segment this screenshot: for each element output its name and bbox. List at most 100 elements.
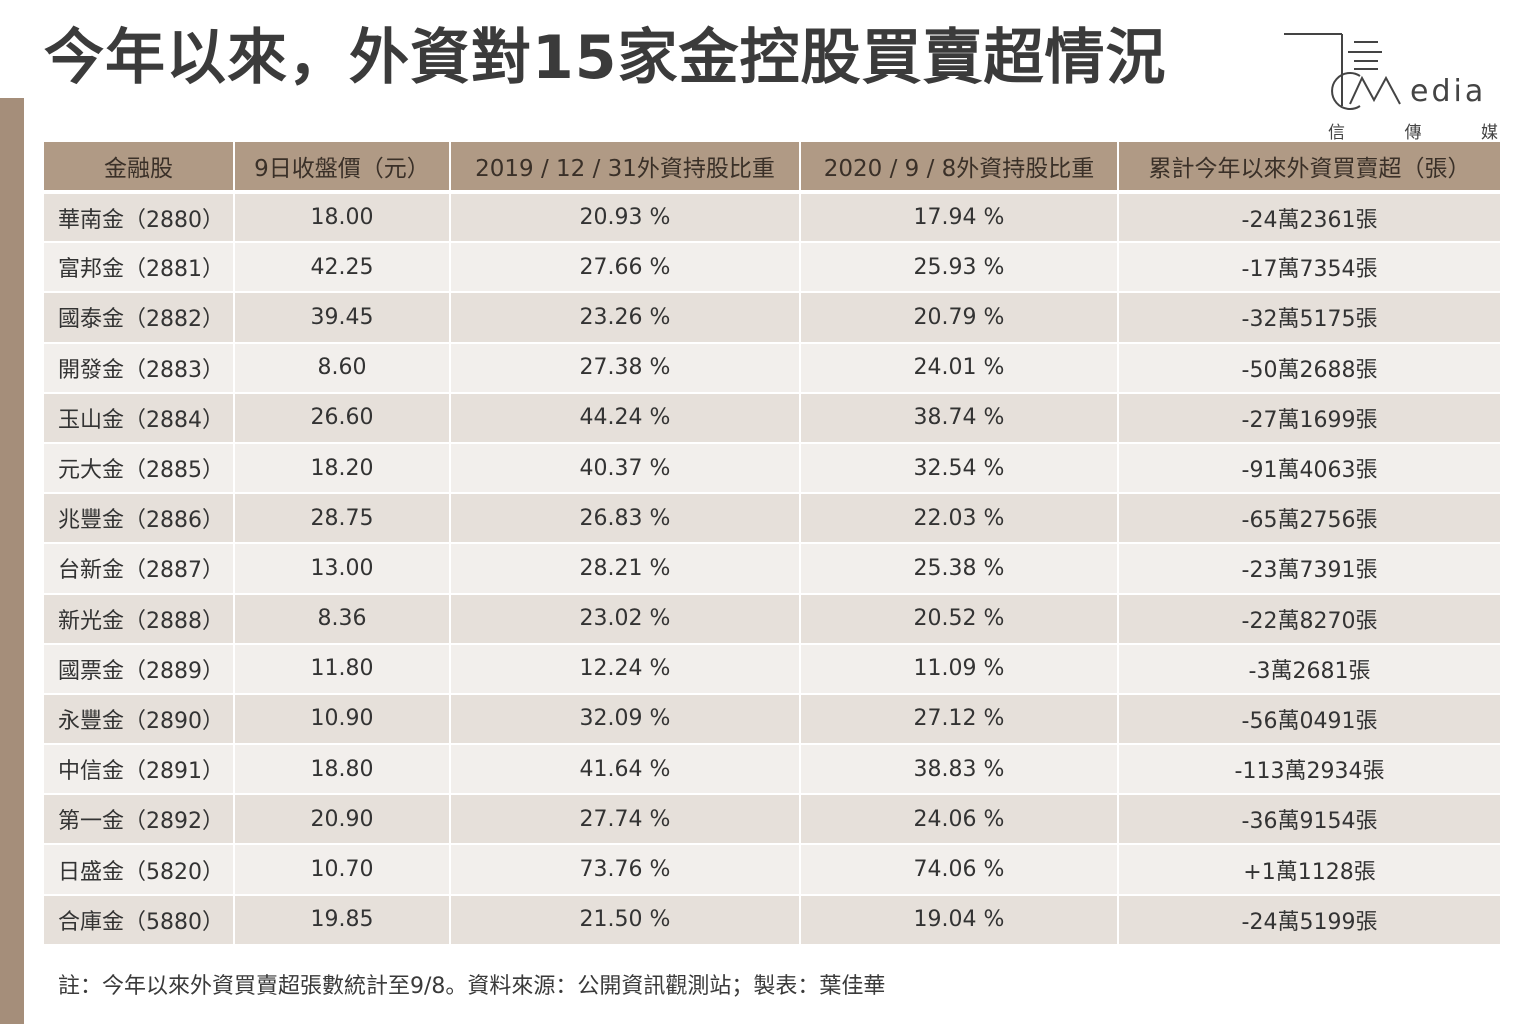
table-cell: -17萬7354張 xyxy=(1118,242,1500,294)
table-cell: -65萬2756張 xyxy=(1118,493,1500,545)
table-cell: 26.60 xyxy=(234,392,451,444)
table-cell: 39.45 xyxy=(234,292,451,344)
table-cell: -23萬7391張 xyxy=(1118,543,1500,595)
logo-sub-char: 傳 xyxy=(1404,123,1422,143)
table-cell: -36萬9154張 xyxy=(1118,794,1500,846)
table-cell: 華南金（2880） xyxy=(44,192,235,244)
table-cell: 第一金（2892） xyxy=(44,794,235,846)
table-cell: 32.09 % xyxy=(450,693,801,746)
table-cell: 8.60 xyxy=(234,342,451,394)
table-cell: -24萬2361張 xyxy=(1118,192,1500,244)
table-cell: 11.80 xyxy=(234,643,451,695)
table-cell: 20.93 % xyxy=(450,192,801,244)
column-header: 金融股 xyxy=(44,142,235,194)
table-cell: 21.50 % xyxy=(450,894,801,946)
page-title: 今年以來，外資對15家金控股買賣超情況 xyxy=(44,23,1167,93)
table-cell: 國票金（2889） xyxy=(44,643,235,695)
table-row: 中信金（2891） 18.80 41.64 % 38.83 % -113萬2934張 xyxy=(44,744,1500,796)
table-row: 國泰金（2882） 39.45 23.26 % 20.79 % -32萬5175張 xyxy=(44,292,1500,344)
table-row: 新光金（2888） 8.36 23.02 % 20.52 % -22萬8270張 xyxy=(44,593,1500,645)
table-cell: 玉山金（2884） xyxy=(44,392,235,444)
table-cell: 27.74 % xyxy=(450,794,801,846)
column-header: 累計今年以來外資買賣超（張） xyxy=(1118,142,1500,194)
table-cell: -113萬2934張 xyxy=(1118,744,1500,796)
table-cell: -50萬2688張 xyxy=(1118,342,1500,394)
table-cell: 40.37 % xyxy=(450,442,801,495)
table-cell: 19.85 xyxy=(234,894,451,946)
table-cell: 23.02 % xyxy=(450,593,801,645)
table-cell: -56萬0491張 xyxy=(1118,693,1500,746)
table-cell: 26.83 % xyxy=(450,493,801,545)
table-row: 合庫金（5880） 19.85 21.50 % 19.04 % -24萬5199張 xyxy=(44,894,1500,946)
table-header-row: 金融股 9日收盤價（元） 2019 / 12 / 31外資持股比重 2020 /… xyxy=(44,142,1500,194)
table-cell: -27萬1699張 xyxy=(1118,392,1500,444)
table-cell: 44.24 % xyxy=(450,392,801,444)
table-cell: -24萬5199張 xyxy=(1118,894,1500,946)
table-cell: 8.36 xyxy=(234,593,451,645)
footnote: 註：今年以來外資買賣超張數統計至9/8。資料來源：公開資訊觀測站；製表：葉佳華 xyxy=(58,974,886,999)
logo-sub-char: 媒 xyxy=(1481,123,1498,143)
table-cell: -22萬8270張 xyxy=(1118,593,1500,645)
table-cell: 中信金（2891） xyxy=(44,744,235,796)
logo-sub-char: 信 xyxy=(1328,123,1345,143)
table-cell: 合庫金（5880） xyxy=(44,894,235,946)
table-cell: 24.01 % xyxy=(800,342,1119,394)
table-cell: 18.20 xyxy=(234,442,451,495)
table-cell: 27.12 % xyxy=(800,693,1119,746)
table-cell: -3萬2681張 xyxy=(1118,643,1500,695)
side-accent-bar xyxy=(0,98,24,1024)
column-header: 9日收盤價（元） xyxy=(234,142,451,194)
table-cell: 32.54 % xyxy=(800,442,1119,495)
table-cell: 18.80 xyxy=(234,744,451,796)
table-cell: 24.06 % xyxy=(800,794,1119,846)
column-header: 2020 / 9 / 8外資持股比重 xyxy=(800,142,1119,194)
table-cell: 20.90 xyxy=(234,794,451,846)
table-row: 華南金（2880） 18.00 20.93 % 17.94 % -24萬2361張 xyxy=(44,192,1500,244)
table-cell: 元大金（2885） xyxy=(44,442,235,495)
table-row: 永豐金（2890） 10.90 32.09 % 27.12 % -56萬0491張 xyxy=(44,693,1500,746)
table-cell: 11.09 % xyxy=(800,643,1119,695)
table-row: 富邦金（2881） 42.25 27.66 % 25.93 % -17萬7354張 xyxy=(44,242,1500,294)
table-cell: 17.94 % xyxy=(800,192,1119,244)
table-cell: 國泰金（2882） xyxy=(44,292,235,344)
table-cell: 12.24 % xyxy=(450,643,801,695)
table-cell: 25.38 % xyxy=(800,543,1119,595)
table-row: 日盛金（5820） 10.70 73.76 % 74.06 % +1萬1128張 xyxy=(44,844,1500,896)
media-logo-icon xyxy=(1284,33,1401,110)
table-cell: 兆豐金（2886） xyxy=(44,493,235,545)
table-body: 華南金（2880） 18.00 20.93 % 17.94 % -24萬2361張 富邦金… xyxy=(44,192,1500,946)
table-cell: 永豐金（2890） xyxy=(44,693,235,746)
table-cell: 23.26 % xyxy=(450,292,801,344)
table-cell: 台新金（2887） xyxy=(44,543,235,595)
table-cell: 20.79 % xyxy=(800,292,1119,344)
table-cell: 開發金（2883） xyxy=(44,342,235,394)
table-cell: 27.66 % xyxy=(450,242,801,294)
table-cell: 38.74 % xyxy=(800,392,1119,444)
column-header: 2019 / 12 / 31外資持股比重 xyxy=(450,142,801,194)
table-cell: 18.00 xyxy=(234,192,451,244)
table-row: 開發金（2883） 8.60 27.38 % 24.01 % -50萬2688張 xyxy=(44,342,1500,394)
table-cell: 13.00 xyxy=(234,543,451,595)
table-cell: 74.06 % xyxy=(800,844,1119,896)
logo-wordmark: edia xyxy=(1410,74,1487,109)
table-row: 兆豐金（2886） 28.75 26.83 % 22.03 % -65萬2756張 xyxy=(44,493,1500,545)
financial-holdings-table: 金融股 9日收盤價（元） 2019 / 12 / 31外資持股比重 2020 /… xyxy=(44,142,1500,946)
table-row: 元大金（2885） 18.20 40.37 % 32.54 % -91萬4063張 xyxy=(44,442,1500,495)
table-cell: 73.76 % xyxy=(450,844,801,896)
table-cell: 19.04 % xyxy=(800,894,1119,946)
table-cell: 20.52 % xyxy=(800,593,1119,645)
table-cell: 38.83 % xyxy=(800,744,1119,796)
table-row: 第一金（2892） 20.90 27.74 % 24.06 % -36萬9154張 xyxy=(44,794,1500,846)
table-cell: 27.38 % xyxy=(450,342,801,394)
table-cell: 41.64 % xyxy=(450,744,801,796)
table-cell: 28.21 % xyxy=(450,543,801,595)
table-cell: 富邦金（2881） xyxy=(44,242,235,294)
table-cell: 22.03 % xyxy=(800,493,1119,545)
table-row: 國票金（2889） 11.80 12.24 % 11.09 % -3萬2681張 xyxy=(44,643,1500,695)
table-cell: 10.90 xyxy=(234,693,451,746)
table-cell: 日盛金（5820） xyxy=(44,844,235,896)
table-cell: 10.70 xyxy=(234,844,451,896)
table-cell: +1萬1128張 xyxy=(1118,844,1500,896)
logo-subtitle: 信 傳 媒 xyxy=(1328,118,1498,143)
table-row: 台新金（2887） 13.00 28.21 % 25.38 % -23萬7391張 xyxy=(44,543,1500,595)
